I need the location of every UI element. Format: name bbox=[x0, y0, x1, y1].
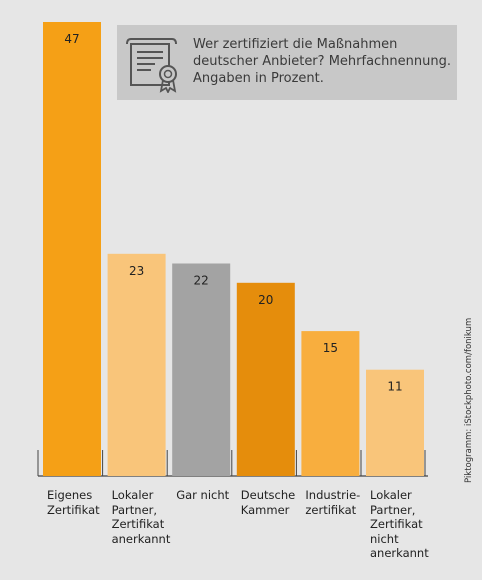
bar bbox=[43, 22, 101, 476]
data-label: 15 bbox=[323, 341, 338, 355]
category-label: Industrie- zertifikat bbox=[305, 488, 361, 517]
data-label: 20 bbox=[258, 293, 273, 307]
data-label: 23 bbox=[129, 264, 144, 278]
certificate-icon bbox=[126, 38, 177, 93]
bar bbox=[301, 331, 360, 476]
photo-credit: Piktogramm: iStockphoto.com/fonikum bbox=[464, 317, 474, 483]
data-label: 22 bbox=[194, 274, 209, 288]
bar bbox=[366, 369, 424, 476]
category-label: Lokaler Partner, Zertifikat nicht anerka… bbox=[370, 488, 429, 560]
bar bbox=[107, 253, 166, 476]
data-label: 47 bbox=[64, 32, 79, 46]
chart-title-box: Wer zertifiziert die Maßnahmen deutscher… bbox=[117, 25, 457, 100]
category-label: Deutsche Kammer bbox=[240, 488, 296, 517]
bar bbox=[172, 263, 231, 476]
category-label: Lokaler Partner, Zertifikat anerkannt bbox=[111, 488, 171, 546]
data-label: 11 bbox=[387, 380, 402, 394]
category-label: Eigenes Zertifikat bbox=[47, 488, 100, 517]
bar bbox=[236, 282, 295, 476]
category-label: Gar nicht bbox=[176, 488, 230, 502]
chart-title: Wer zertifiziert die Maßnahmen deutscher… bbox=[193, 37, 451, 86]
